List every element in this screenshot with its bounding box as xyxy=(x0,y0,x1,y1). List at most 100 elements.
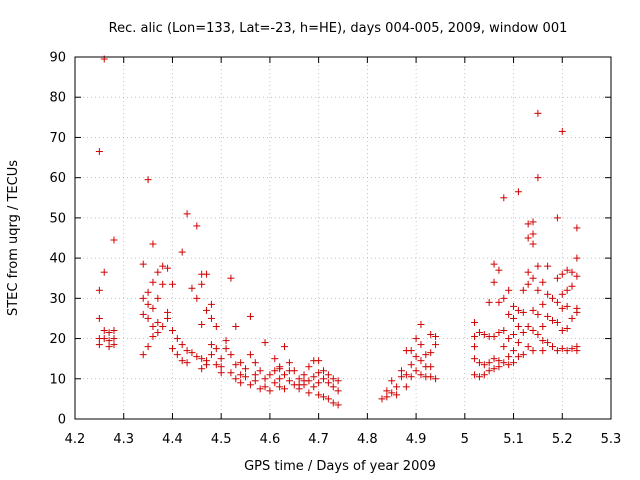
data-point xyxy=(178,341,186,349)
data-point xyxy=(237,359,245,367)
data-point xyxy=(242,365,250,373)
data-point xyxy=(310,383,318,391)
data-point xyxy=(237,371,245,379)
data-point xyxy=(261,339,269,347)
data-point xyxy=(285,367,293,375)
data-point xyxy=(271,367,279,375)
data-point xyxy=(324,371,332,379)
data-point xyxy=(529,240,537,248)
data-point xyxy=(500,294,508,302)
data-point xyxy=(485,298,493,306)
data-point xyxy=(324,395,332,403)
x-tick-label: 4.4 xyxy=(162,432,183,447)
data-point xyxy=(402,383,410,391)
data-point xyxy=(227,351,235,359)
data-point xyxy=(534,109,542,117)
data-point xyxy=(310,373,318,381)
data-point xyxy=(471,355,479,363)
data-point xyxy=(105,329,113,337)
data-point xyxy=(558,304,566,312)
data-point xyxy=(159,262,167,270)
data-point xyxy=(173,351,181,359)
data-point xyxy=(217,355,225,363)
data-point xyxy=(407,347,415,355)
data-point xyxy=(534,262,542,270)
data-point xyxy=(417,357,425,365)
data-point xyxy=(563,325,571,332)
data-point xyxy=(139,294,147,302)
data-point xyxy=(300,371,308,379)
data-point xyxy=(324,379,332,387)
data-point xyxy=(168,345,176,353)
data-point xyxy=(246,312,254,320)
data-point xyxy=(534,310,542,318)
data-point xyxy=(480,331,488,339)
data-point xyxy=(144,300,152,308)
data-point xyxy=(397,373,405,381)
data-point xyxy=(110,236,118,244)
data-point xyxy=(105,343,113,351)
data-point xyxy=(524,280,532,288)
data-point xyxy=(217,363,225,371)
x-tick-label: 4.5 xyxy=(211,432,232,447)
data-point xyxy=(149,304,157,312)
data-point xyxy=(422,351,430,359)
data-point xyxy=(139,351,147,359)
data-point xyxy=(490,355,498,363)
data-point xyxy=(237,379,245,387)
data-point xyxy=(305,389,313,397)
data-point xyxy=(164,308,172,316)
data-point xyxy=(495,329,503,337)
data-point xyxy=(407,373,415,381)
y-tick-label: 20 xyxy=(49,332,66,347)
data-point xyxy=(539,347,547,355)
data-point xyxy=(95,314,103,322)
y-tick-label: 0 xyxy=(58,413,66,428)
data-point xyxy=(203,361,211,369)
data-point xyxy=(495,363,503,371)
data-point xyxy=(212,361,220,369)
data-point xyxy=(558,290,566,298)
data-point xyxy=(212,322,220,330)
data-point xyxy=(198,355,206,363)
y-tick-label: 30 xyxy=(49,292,66,307)
data-point xyxy=(144,288,152,296)
data-point xyxy=(432,333,440,341)
data-point xyxy=(222,345,230,353)
data-point xyxy=(183,210,191,218)
data-point xyxy=(524,220,532,228)
data-point xyxy=(432,375,440,383)
data-point xyxy=(217,369,225,377)
data-point xyxy=(315,379,323,387)
data-point xyxy=(539,337,547,345)
data-point xyxy=(529,274,537,282)
data-point xyxy=(334,377,342,385)
data-point xyxy=(110,341,118,349)
data-point xyxy=(383,387,391,395)
x-tick-label: 5 xyxy=(461,432,469,447)
data-point xyxy=(198,320,206,328)
data-point xyxy=(558,127,566,135)
data-point xyxy=(329,383,337,391)
y-tick-label: 80 xyxy=(49,91,66,106)
data-point xyxy=(178,357,186,365)
data-point xyxy=(573,254,581,262)
data-point xyxy=(149,278,157,286)
data-point xyxy=(539,322,547,330)
y-tick-label: 90 xyxy=(49,51,66,66)
data-point xyxy=(500,343,508,351)
x-tick-label: 5.1 xyxy=(503,432,524,447)
data-point xyxy=(490,260,498,268)
data-point xyxy=(544,290,552,298)
data-point xyxy=(227,369,235,377)
data-point xyxy=(188,284,196,292)
data-point xyxy=(315,391,323,399)
data-point xyxy=(256,367,264,375)
data-point xyxy=(549,294,557,302)
data-point xyxy=(563,347,571,355)
data-point xyxy=(198,280,206,288)
data-point xyxy=(568,282,576,290)
data-point xyxy=(524,343,532,351)
x-tick-label: 5.2 xyxy=(552,432,573,447)
